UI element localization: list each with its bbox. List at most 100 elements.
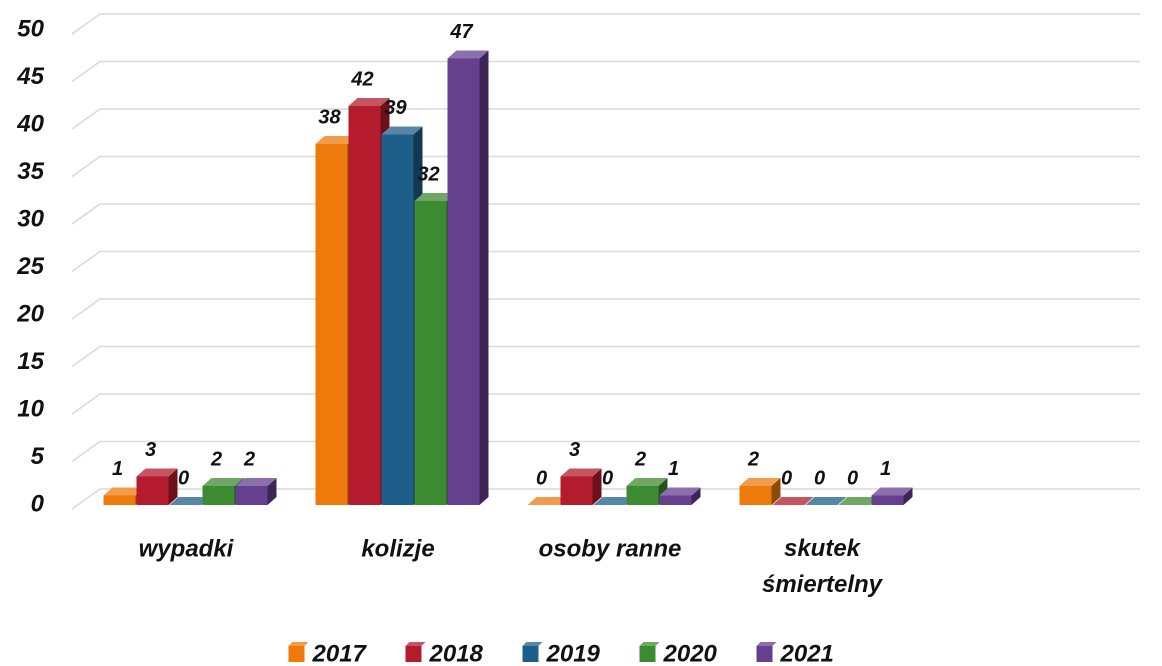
- bar-top: [527, 497, 569, 505]
- x-tick-label: skutek śmiertelny: [762, 535, 884, 598]
- bar-top: [235, 478, 277, 486]
- grid-line: [71, 250, 1140, 273]
- legend-swatch-top: [639, 642, 660, 646]
- bar: [414, 201, 447, 505]
- bar-top: [103, 487, 145, 496]
- y-tick-label: 40: [16, 110, 44, 137]
- bar: [659, 495, 692, 505]
- legend-swatch: [288, 646, 305, 662]
- bar-top: [202, 478, 244, 486]
- legend-swatch-top: [405, 642, 426, 646]
- grid-line: [71, 60, 1140, 83]
- data-label: 1: [112, 458, 123, 480]
- bar-top: [348, 98, 390, 106]
- bar: [381, 134, 414, 505]
- bar-side: [691, 487, 701, 505]
- data-label: 42: [350, 68, 373, 90]
- y-tick-label: 45: [16, 63, 44, 90]
- bar: [626, 486, 659, 505]
- data-label: 0: [536, 467, 547, 489]
- bar-side: [267, 478, 277, 505]
- legend-swatch: [405, 646, 422, 662]
- legend-label: 2021: [780, 640, 834, 666]
- legend-label: 2019: [546, 640, 601, 666]
- bar-top: [871, 487, 913, 496]
- bar-top: [626, 478, 668, 486]
- data-label: 38: [318, 106, 341, 128]
- x-tick-label: wypadki: [139, 535, 235, 562]
- bar-top: [560, 468, 602, 477]
- bar: [348, 106, 381, 505]
- data-label: 0: [814, 467, 825, 489]
- bar-side: [771, 478, 781, 505]
- legend-swatch: [522, 646, 539, 662]
- bar-top: [593, 497, 635, 505]
- y-tick-label: 5: [31, 443, 45, 470]
- grid-line: [71, 488, 1140, 510]
- data-label: 3: [569, 439, 580, 461]
- y-tick-label: 25: [16, 253, 44, 280]
- bar: [136, 476, 169, 505]
- bar: [315, 144, 348, 505]
- bar-side: [479, 50, 489, 505]
- bar-top: [772, 497, 814, 505]
- bar: [447, 58, 480, 505]
- data-label: 0: [602, 467, 613, 489]
- data-label: 39: [384, 97, 407, 119]
- grid-line: [71, 440, 1140, 463]
- data-label: 1: [668, 458, 679, 480]
- data-label: 0: [178, 467, 189, 489]
- bar-side: [592, 468, 602, 505]
- legend-swatch-top: [756, 642, 777, 646]
- x-tick-label: kolizje: [361, 535, 434, 562]
- data-label: 47: [449, 21, 473, 43]
- bar: [560, 476, 593, 505]
- y-tick-label: 0: [31, 490, 45, 517]
- data-label: 32: [417, 163, 439, 185]
- grid-line: [71, 203, 1140, 225]
- bar: [871, 495, 904, 505]
- grid-line: [71, 155, 1140, 178]
- data-label: 0: [781, 467, 792, 489]
- bar-top: [414, 193, 456, 201]
- bar: [235, 486, 268, 505]
- legend-swatch: [756, 646, 773, 662]
- bar-top: [169, 497, 211, 505]
- legend-label: 2018: [429, 640, 484, 666]
- bar-side: [903, 487, 913, 505]
- y-tick-label: 20: [16, 300, 44, 327]
- data-label: 2: [210, 448, 222, 470]
- grid-line: [71, 393, 1140, 415]
- y-tick-label: 10: [17, 395, 44, 422]
- data-label: 2: [634, 448, 646, 470]
- bar-top: [136, 468, 178, 477]
- data-label: 0: [847, 467, 858, 489]
- grid-line: [71, 13, 1140, 35]
- bar-top: [739, 478, 781, 486]
- bar-top: [381, 126, 423, 135]
- legend-label: 2017: [312, 640, 368, 666]
- data-label: 2: [243, 448, 255, 470]
- bar-top: [805, 497, 847, 505]
- bar-top: [659, 487, 701, 496]
- bar: [739, 486, 772, 505]
- grid-line: [71, 108, 1140, 130]
- data-label: 3: [145, 439, 156, 461]
- bar: [103, 495, 136, 505]
- y-tick-label: 50: [17, 15, 44, 42]
- legend-swatch-top: [522, 642, 543, 646]
- bar-side: [168, 468, 178, 505]
- bar-top: [838, 497, 880, 505]
- bar-top: [447, 50, 489, 59]
- legend-swatch-top: [288, 642, 309, 646]
- bar: [202, 486, 235, 505]
- data-label: 1: [880, 458, 891, 480]
- bar-top: [315, 136, 357, 144]
- x-tick-label: osoby ranne: [539, 535, 682, 562]
- legend-label: 2020: [663, 640, 718, 666]
- grid-line: [71, 298, 1140, 320]
- y-tick-label: 30: [17, 205, 44, 232]
- grid-line: [71, 345, 1140, 368]
- y-tick-label: 35: [17, 158, 44, 185]
